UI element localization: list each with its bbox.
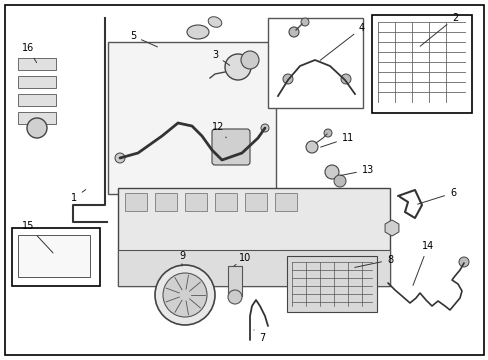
Text: 9: 9	[179, 251, 184, 266]
Circle shape	[261, 124, 268, 132]
Text: 6: 6	[417, 188, 455, 204]
Circle shape	[301, 18, 308, 26]
Circle shape	[324, 129, 331, 137]
Circle shape	[241, 51, 259, 69]
Text: 1: 1	[71, 190, 85, 203]
Circle shape	[333, 175, 346, 187]
Text: 3: 3	[211, 50, 229, 66]
Bar	[184, 193, 206, 211]
Circle shape	[115, 153, 125, 163]
Circle shape	[224, 54, 250, 80]
Bar	[215, 193, 237, 211]
Circle shape	[227, 290, 242, 304]
Text: 13: 13	[340, 165, 373, 175]
Bar	[371, 15, 471, 113]
Circle shape	[340, 74, 350, 84]
Bar	[118, 250, 389, 286]
Text: 12: 12	[211, 122, 226, 138]
Bar	[267, 18, 362, 108]
Circle shape	[155, 265, 215, 325]
Bar	[274, 193, 296, 211]
Bar	[18, 235, 90, 277]
Text: 2: 2	[419, 13, 457, 46]
Bar	[18, 112, 56, 124]
Circle shape	[283, 74, 292, 84]
Circle shape	[325, 165, 338, 179]
Circle shape	[27, 118, 47, 138]
Circle shape	[305, 141, 317, 153]
Circle shape	[163, 273, 206, 317]
Text: 15: 15	[22, 221, 53, 253]
Bar	[108, 42, 275, 194]
Bar	[12, 228, 100, 286]
Bar	[155, 193, 177, 211]
Bar	[18, 94, 56, 106]
Bar	[286, 256, 376, 312]
Ellipse shape	[208, 17, 222, 27]
Text: 8: 8	[354, 255, 392, 267]
Text: 5: 5	[130, 31, 157, 47]
Text: 4: 4	[320, 23, 365, 60]
Text: 11: 11	[320, 133, 353, 147]
Text: 16: 16	[22, 43, 37, 63]
Circle shape	[288, 27, 298, 37]
Bar	[125, 193, 147, 211]
Bar	[244, 193, 266, 211]
Text: 7: 7	[253, 330, 264, 343]
Ellipse shape	[186, 25, 208, 39]
Text: 14: 14	[412, 241, 433, 285]
Bar	[18, 76, 56, 88]
Circle shape	[458, 257, 468, 267]
Text: 10: 10	[234, 253, 251, 266]
Bar	[18, 58, 56, 70]
Bar	[118, 188, 389, 286]
Bar	[227, 266, 242, 296]
FancyBboxPatch shape	[212, 129, 249, 165]
